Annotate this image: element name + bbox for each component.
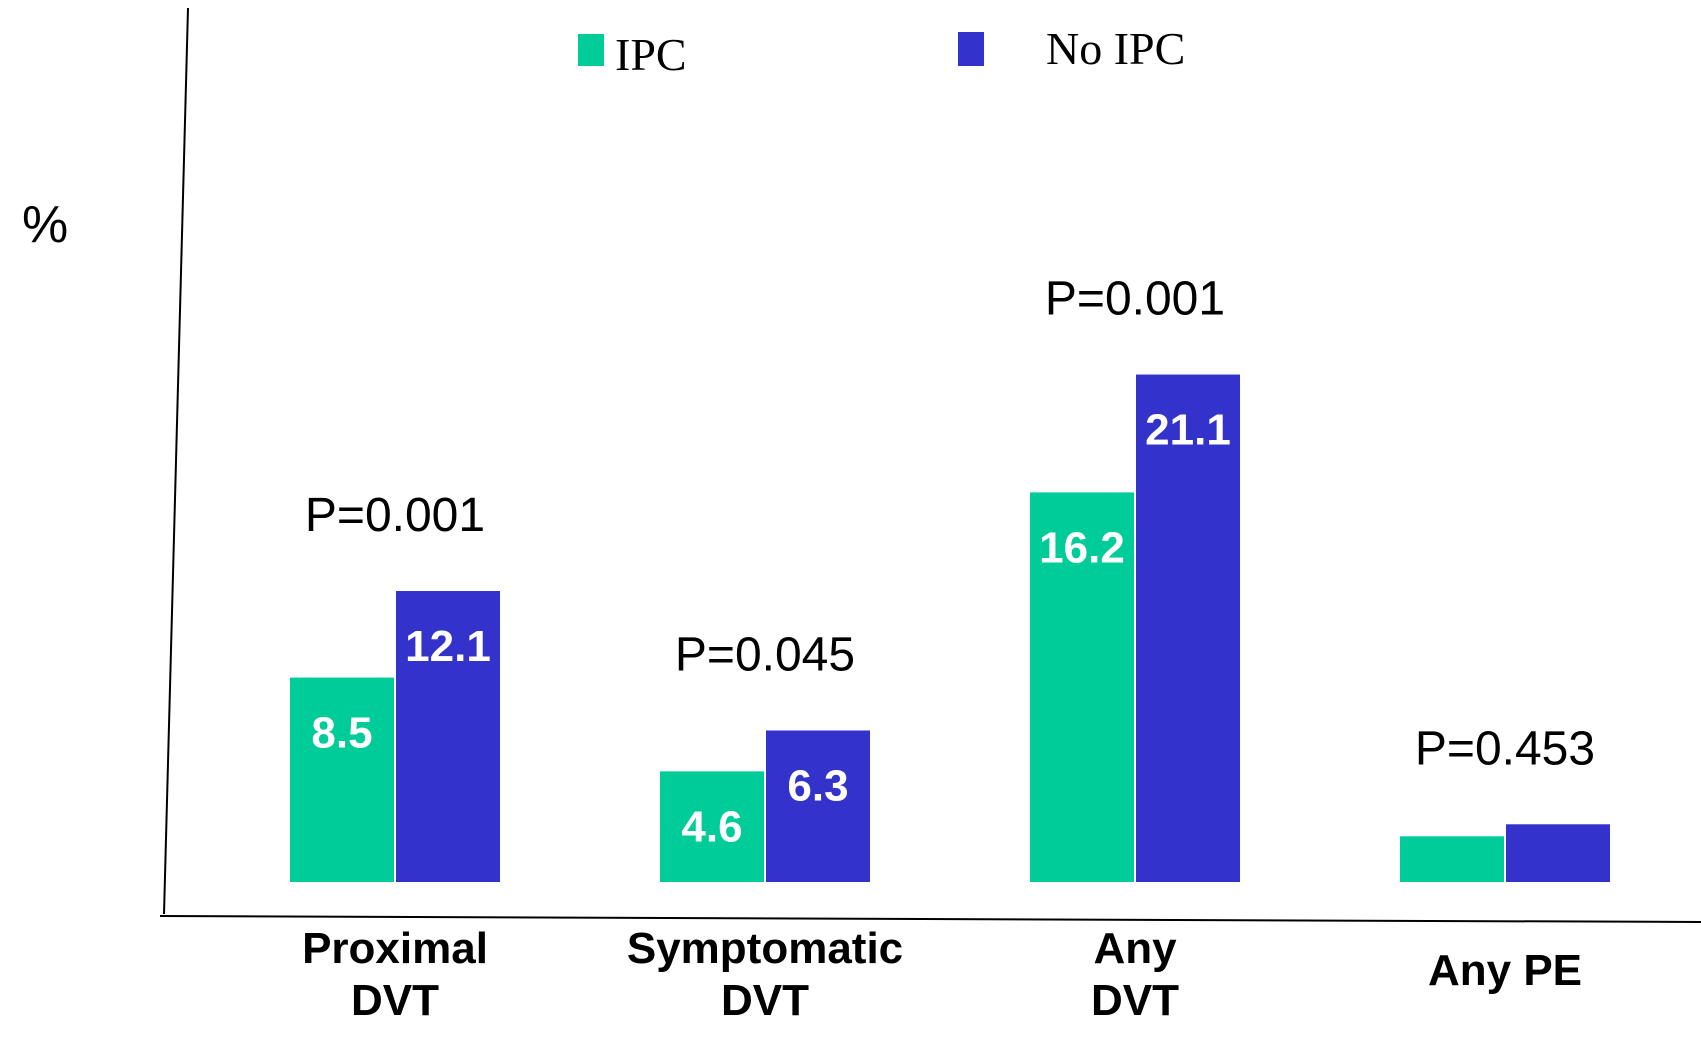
tick-label-symptomatic-dvt-line-2: DVT [721,976,809,1025]
tick-label-symptomatic-dvt-line-1: Symptomatic [627,924,903,973]
bar-no-ipc-any-pe [1506,824,1610,882]
y-axis [163,7,189,915]
labels-group: 8.512.1P=0.001ProximalDVT4.66.3P=0.045Sy… [302,273,1595,1025]
bar-ipc-any-dvt [1030,492,1134,882]
legend-swatch-no-ipc [958,32,984,66]
tick-label-any-dvt-line-2: DVT [1091,976,1179,1025]
tick-label-proximal-dvt-line-2: DVT [351,976,439,1025]
tick-label-any-dvt-line-1: Any [1093,924,1177,973]
legend-label-ipc: IPC [615,29,687,80]
legend-swatch-ipc [578,34,604,66]
data-label-no-ipc-any-dvt: 21.1 [1145,406,1231,455]
y-axis-label: % [22,196,68,254]
p-value-any-dvt: P=0.001 [1045,273,1225,326]
data-label-no-ipc-symptomatic-dvt: 6.3 [787,761,848,810]
p-value-any-pe: P=0.453 [1415,722,1595,775]
data-label-no-ipc-proximal-dvt: 12.1 [405,622,491,671]
x-axis [159,915,1701,923]
data-label-ipc-any-dvt: 16.2 [1039,523,1125,572]
bar-ipc-symptomatic-dvt [660,771,764,882]
bar-no-ipc-proximal-dvt [396,590,500,882]
data-label-ipc-proximal-dvt: 8.5 [311,709,372,758]
bar-ipc-proximal-dvt [290,677,394,882]
bar-ipc-any-pe [1400,836,1504,882]
bar-no-ipc-any-dvt [1136,374,1240,882]
bars-group [290,374,1610,882]
tick-label-any-pe: Any PE [1428,946,1582,995]
legend-label-no-ipc: No IPC [1046,23,1185,74]
data-label-ipc-symptomatic-dvt: 4.6 [681,802,742,851]
p-value-proximal-dvt: P=0.001 [305,489,485,542]
bar-no-ipc-symptomatic-dvt [766,730,870,882]
p-value-symptomatic-dvt: P=0.045 [675,628,855,681]
legend: IPC No IPC [578,23,1185,80]
tick-label-proximal-dvt-line-1: Proximal [302,924,488,973]
